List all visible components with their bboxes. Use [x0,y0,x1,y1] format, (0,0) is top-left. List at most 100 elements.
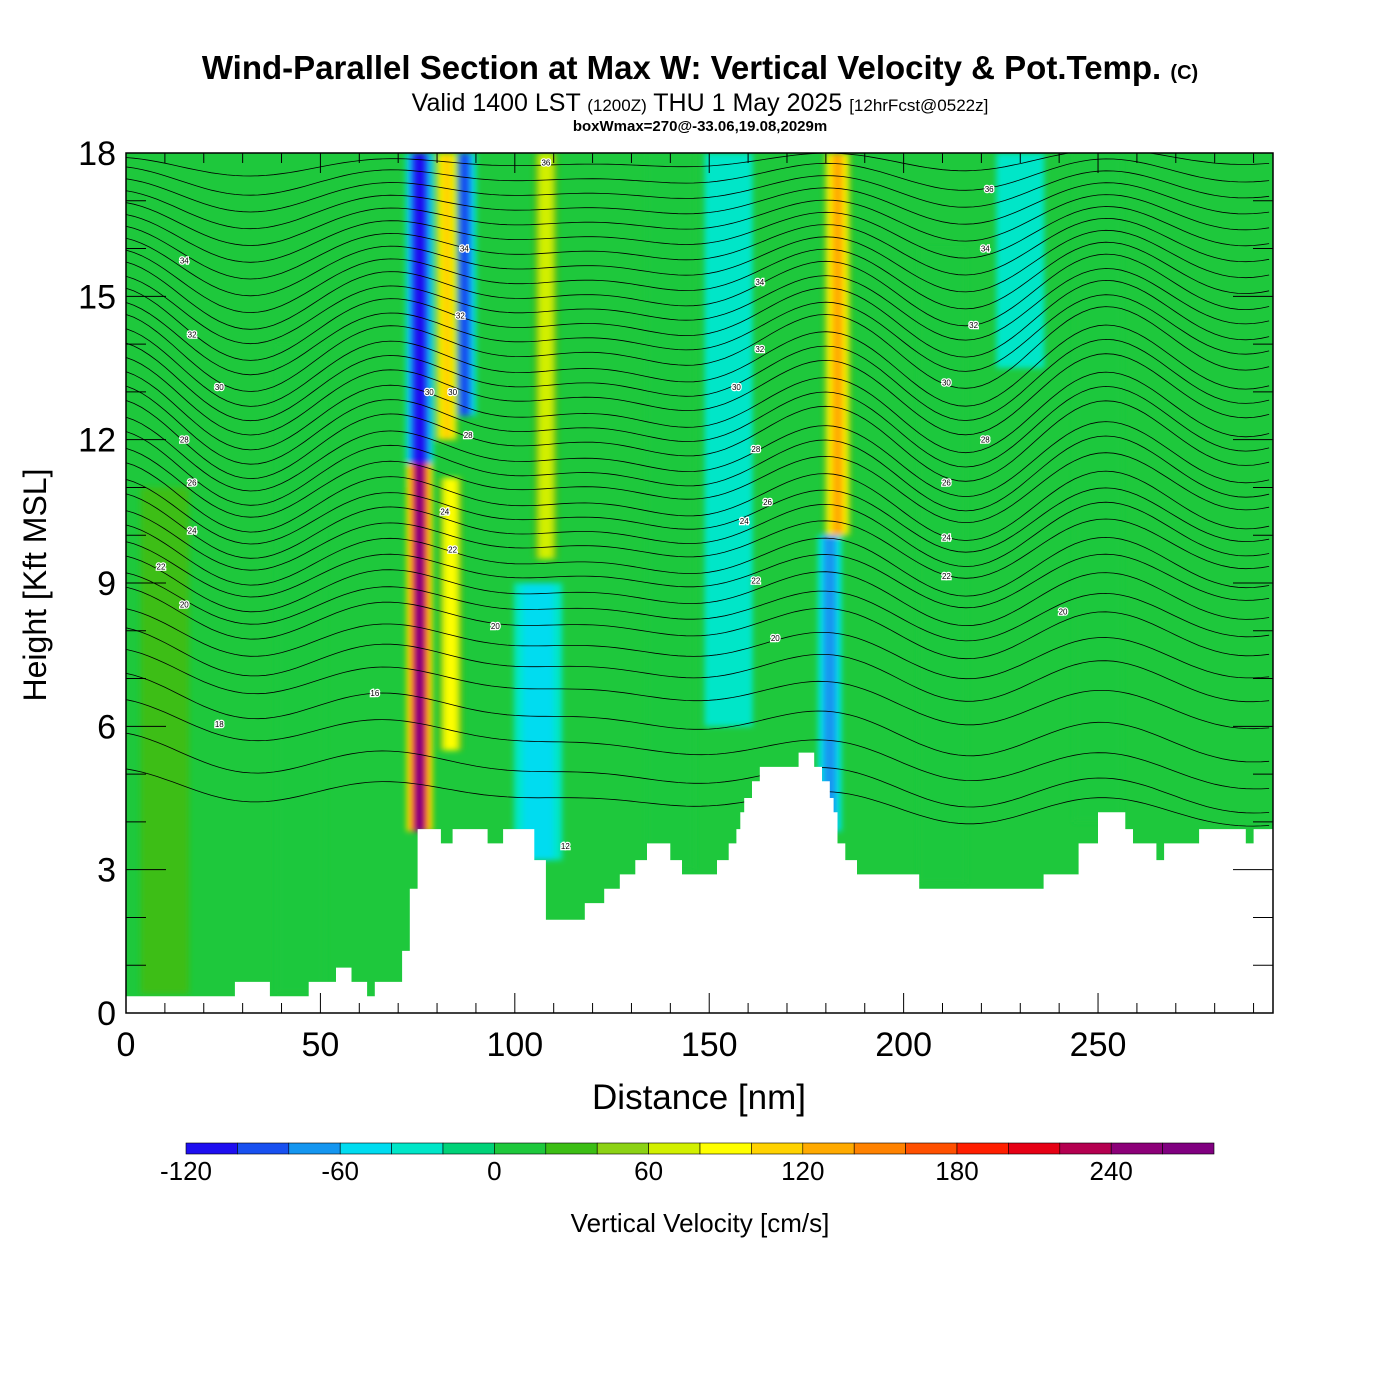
contour-label: 34 [981,245,990,254]
velocity-band [1074,153,1123,822]
y-tick-label: 0 [97,995,116,1033]
colorbar-swatch [1059,1142,1112,1155]
isentrope-line [126,586,1270,660]
colorbar-swatch [751,1142,804,1155]
x-tick-label: 250 [1070,1026,1127,1064]
colorbar-swatch [288,1142,341,1155]
contour-label: 20 [491,622,500,631]
isentrope-line [126,572,1270,642]
x-tick-label: 100 [486,1026,543,1064]
isentrope-line [126,768,1270,827]
velocity-band [276,344,325,994]
x-tick-label: 150 [681,1026,738,1064]
isentrope-line [126,182,1270,230]
y-axis-label: Height [Kft MSL] [17,469,53,702]
contour-label: 26 [942,479,951,488]
colorbar-swatch [442,1142,495,1155]
isentrope-line [126,229,1270,297]
y-tick-label: 3 [97,852,116,890]
x-axis: 0 50 100 150 200 250 [117,153,1255,1064]
colorbar-swatch [802,1142,855,1155]
isentrope-line [126,524,1270,597]
velocity-band [832,153,843,536]
contour-label: 18 [215,720,224,729]
box-wmax-info: boxWmax=270@-33.06,19.08,2029m [572,118,828,135]
colorbar-swatch [956,1142,1009,1155]
contour-label: 30 [732,383,741,392]
y-tick-label: 9 [97,565,116,603]
contour-label: 30 [942,378,951,387]
contour-label: 24 [942,534,951,543]
colorbar-tick-label: 0 [487,1156,501,1186]
velocity-band [522,583,554,861]
velocity-band [646,153,695,870]
x-tick-label: 200 [875,1026,932,1064]
plot-area: 34 32 30 28 26 24 22 20 18 16 12 30 30 28 24 22 20 34 32 36… [126,153,1273,1013]
y-tick-label: 18 [78,135,116,173]
chart-title: Wind-Parallel Section at Max W: Vertical… [0,50,1400,91]
contour-label: 20 [771,634,780,643]
contour-label: 20 [1059,608,1068,617]
isentrope-line [126,253,1270,330]
colorbar-swatch [1110,1142,1163,1155]
terrain-mask [126,752,1273,1013]
colorbar-tick-label: 120 [781,1156,824,1186]
contour-label: 34 [755,278,764,287]
velocity-band [823,535,837,832]
contour-label: 26 [763,498,772,507]
velocity-band [458,153,470,416]
isentrope-line [126,493,1270,567]
colorbar-label: Vertical Velocity [cm/s] [571,1208,830,1238]
isentrope-line [126,385,1270,468]
contour-label: 32 [188,331,197,340]
contour-labels: 34 32 30 28 26 24 22 20 18 16 12 30 30 28 24 22 20 34 32 36… [155,157,1069,852]
isentrope-line [126,400,1270,482]
forecast-info: [12hrFcst@0522z] [849,96,989,115]
isentrope-line [126,217,1270,280]
isentrope-line [126,241,1270,314]
colorbar-swatch [596,1142,649,1155]
contour-label: 12 [561,842,570,851]
contour-label: 22 [751,577,760,586]
isentrope-line [126,324,1270,407]
isentrope-line [126,541,1270,609]
isentrope-line [126,479,1270,553]
contour-label: 30 [215,383,224,392]
y-tick-label: 15 [78,278,116,316]
valid-time-c: THU 1 May 2025 [653,89,843,117]
potential-temperature-contours [126,153,1270,827]
colorbar-swatch [494,1142,547,1155]
velocity-band [140,487,189,994]
contour-label: 24 [740,517,749,526]
isentrope-line [126,649,1270,730]
x-axis-label: Distance [nm] [592,1078,806,1117]
contour-label: 28 [981,436,990,445]
colorbar-swatch [699,1142,752,1155]
chart-title-text: Wind-Parallel Section at Max W: Vertical… [201,49,1162,86]
colorbar: -120 -60 0 60 120 180 240 [160,1142,1215,1186]
isentrope-line [126,170,1270,213]
valid-time-line: Valid 1400 LST (1200Z) THU 1 May 2025 [1… [0,91,1400,118]
y-tick-label: 12 [78,422,116,460]
contour-label: 22 [942,572,951,581]
isentrope-line [126,153,1270,177]
isentrope-line [126,353,1270,436]
contour-label: 32 [456,311,465,320]
colorbar-swatch [648,1142,701,1155]
contour-label: 30 [425,388,434,397]
contour-label: 28 [180,436,189,445]
contour-label: 34 [460,245,469,254]
colorbar-tick-label: 180 [935,1156,978,1186]
x-tick-label: 50 [301,1026,339,1064]
velocity-band [442,153,452,440]
valid-time-a: Valid 1400 LST [411,89,581,117]
isentrope-line [126,699,1270,790]
colorbar-swatch [853,1142,906,1155]
isentrope-line [126,672,1270,763]
isentrope-line [126,732,1270,814]
isentrope-line [126,627,1270,703]
isentrope-line [126,294,1270,376]
colorbar-tick-label: -60 [321,1156,359,1186]
